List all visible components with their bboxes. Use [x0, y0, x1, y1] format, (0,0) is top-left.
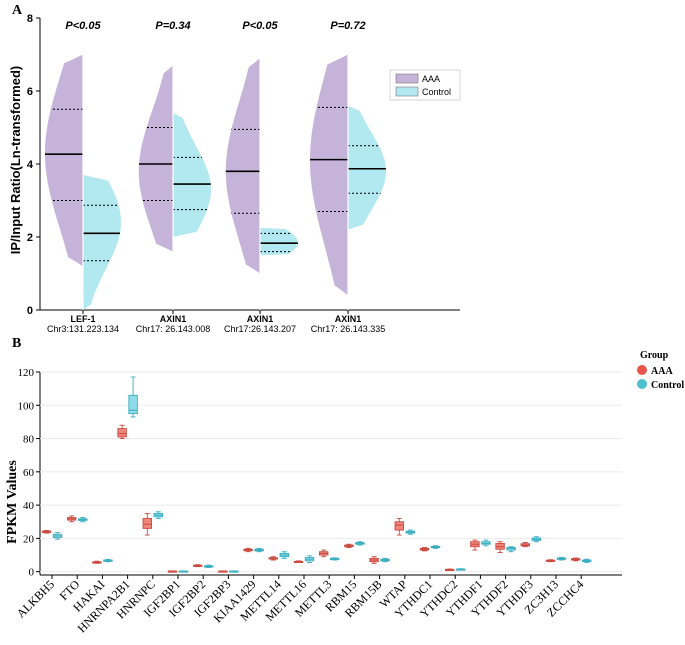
legend-swatch-control: [395, 86, 419, 97]
legend-label-aaa: AAA: [422, 74, 440, 84]
panel-b: B FPKM Values 0 20 40 60 80 100 120 ALKBH5 FTO H…: [0, 332, 685, 640]
y-tick-label: 4: [27, 159, 34, 171]
y-tick-label: 8: [27, 13, 33, 25]
violin-half-aaa: [310, 54, 348, 296]
x-tick-label: AXIN1: [335, 314, 362, 324]
x-tick-label: LEF-1: [70, 314, 95, 324]
y-tick-label: 60: [23, 467, 35, 479]
panel-a-label: A: [12, 3, 23, 18]
violin-half-aaa: [225, 58, 260, 274]
y-tick-label: 40: [23, 500, 35, 512]
y-tick-label: 0: [27, 305, 33, 317]
gene-box-group: FTO: [57, 515, 88, 603]
legend-label-aaa: AAA: [651, 366, 673, 377]
violin-half-control: [83, 174, 121, 310]
y-tick-label: 0: [29, 567, 35, 579]
panel-a: A IP/Input Ratio(Ln-transformed) 0 2 4 6 8 P…: [8, 3, 461, 334]
legend-label-control: Control: [422, 87, 451, 97]
violin-half-aaa: [138, 65, 173, 252]
legend-dot-control: [637, 379, 647, 389]
x-tick-label: AXIN1: [160, 314, 187, 324]
legend-label-control: Control: [651, 380, 684, 391]
box-control: [128, 394, 138, 415]
locus-label: Chr17: 26,143,335: [311, 324, 386, 332]
legend-b: Group AAA Control: [637, 350, 684, 391]
p-value-label: P<0.05: [242, 20, 278, 32]
x-tick-label: AXIN1: [247, 314, 274, 324]
violin-half-control: [348, 105, 386, 230]
y-axis-title: IP/Input Ratio(Ln-transformed): [8, 66, 23, 255]
box-aaa: [394, 521, 404, 531]
y-tick-label: 2: [27, 232, 33, 244]
gene-box-group: ALKBH5: [14, 529, 63, 621]
y-tick-label: 20: [23, 533, 35, 545]
violin-chart: A IP/Input Ratio(Ln-transformed) 0 2 4 6 8 P…: [8, 3, 461, 334]
box-aaa: [117, 428, 127, 438]
violin-half-control: [260, 227, 298, 256]
legend-title: Group: [640, 350, 669, 361]
y-axis-title: FPKM Values: [5, 460, 20, 544]
y-tick-label: 80: [23, 434, 35, 446]
x-tick-label: ALKBH5: [14, 577, 57, 620]
locus-label: Chr17:26,143,207: [224, 324, 296, 332]
locus-label: Chr3:131,223,134: [47, 324, 119, 332]
violin-half-control: [173, 112, 211, 237]
box-aaa: [142, 517, 153, 529]
locus-label: Chr17: 26,143,008: [136, 324, 211, 332]
y-tick-label: 6: [27, 86, 33, 98]
panel-b-label: B: [12, 336, 21, 351]
violin-half-aaa: [45, 54, 83, 267]
p-value-label: P=0.34: [155, 20, 190, 32]
legend-swatch-aaa: [395, 73, 419, 84]
p-value-label: P<0.05: [65, 20, 101, 32]
y-tick-label: 100: [18, 400, 35, 412]
legend-a: AAA Control: [389, 69, 461, 101]
y-tick-label: 120: [18, 367, 35, 379]
legend-dot-aaa: [637, 365, 647, 375]
p-value-label: P=0.72: [330, 20, 365, 32]
